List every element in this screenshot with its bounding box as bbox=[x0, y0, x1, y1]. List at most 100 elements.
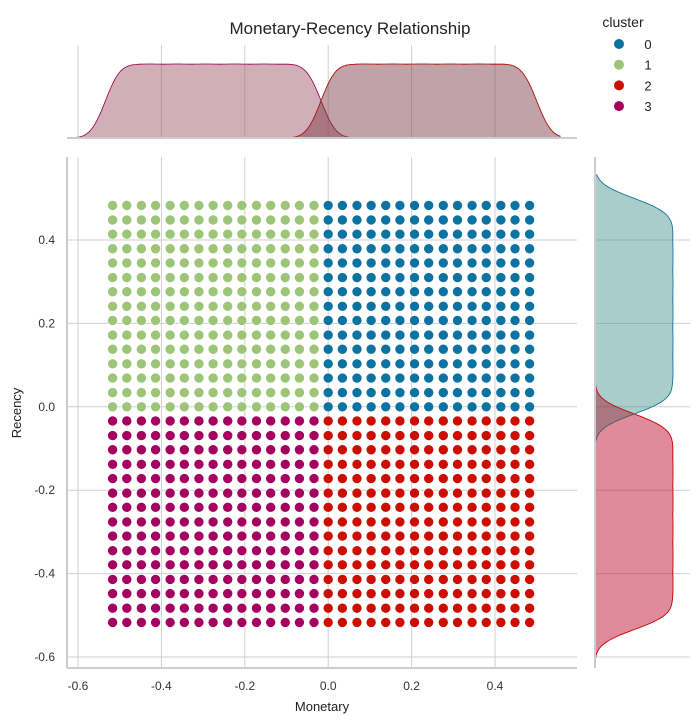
data-point-cluster-2 bbox=[437, 602, 449, 614]
data-point-cluster-3 bbox=[294, 415, 305, 427]
data-point-cluster-1 bbox=[150, 372, 161, 384]
data-point-cluster-3 bbox=[236, 530, 248, 542]
data-point-cluster-2 bbox=[337, 487, 348, 499]
data-point-cluster-3 bbox=[294, 559, 305, 571]
data-point-cluster-3 bbox=[279, 487, 291, 499]
data-point-cluster-0 bbox=[466, 358, 478, 370]
data-point-cluster-0 bbox=[351, 315, 363, 326]
data-point-cluster-3 bbox=[279, 530, 291, 542]
data-point-cluster-1 bbox=[107, 343, 118, 355]
data-point-cluster-1 bbox=[294, 200, 305, 211]
data-point-cluster-1 bbox=[222, 372, 234, 384]
data-point-cluster-2 bbox=[409, 415, 420, 427]
data-point-cluster-3 bbox=[279, 559, 291, 571]
data-point-cluster-2 bbox=[423, 444, 434, 456]
data-point-cluster-2 bbox=[452, 415, 463, 427]
data-point-cluster-3 bbox=[222, 530, 234, 542]
data-point-cluster-3 bbox=[207, 473, 219, 484]
data-point-cluster-3 bbox=[265, 516, 276, 528]
data-point-cluster-0 bbox=[495, 228, 507, 240]
data-point-cluster-1 bbox=[164, 372, 176, 384]
data-point-cluster-1 bbox=[193, 272, 205, 283]
data-point-cluster-1 bbox=[308, 401, 320, 413]
data-point-cluster-1 bbox=[251, 214, 262, 226]
data-point-cluster-1 bbox=[193, 387, 205, 398]
data-point-cluster-1 bbox=[150, 228, 161, 240]
data-point-cluster-2 bbox=[337, 516, 348, 528]
data-point-cluster-2 bbox=[380, 516, 392, 528]
data-point-cluster-2 bbox=[495, 473, 507, 484]
data-point-cluster-0 bbox=[322, 315, 334, 326]
data-point-cluster-2 bbox=[509, 617, 521, 628]
data-point-cluster-1 bbox=[207, 358, 219, 370]
data-point-cluster-1 bbox=[164, 401, 176, 413]
data-point-cluster-3 bbox=[150, 516, 161, 528]
y-tick-label: 0.4 bbox=[38, 233, 55, 247]
data-point-cluster-1 bbox=[121, 401, 133, 413]
data-point-cluster-2 bbox=[509, 588, 521, 599]
data-point-cluster-2 bbox=[337, 574, 348, 585]
data-point-cluster-3 bbox=[294, 574, 305, 585]
data-point-cluster-2 bbox=[394, 487, 406, 499]
data-point-cluster-0 bbox=[409, 272, 420, 283]
data-point-cluster-1 bbox=[236, 257, 248, 269]
data-point-cluster-1 bbox=[251, 372, 262, 384]
data-point-cluster-0 bbox=[495, 257, 507, 269]
data-point-cluster-1 bbox=[107, 401, 118, 413]
data-point-cluster-3 bbox=[308, 559, 320, 571]
legend-marker-3 bbox=[614, 101, 624, 112]
data-point-cluster-0 bbox=[365, 200, 377, 211]
data-point-cluster-0 bbox=[351, 401, 363, 413]
data-point-cluster-1 bbox=[164, 214, 176, 226]
data-point-cluster-1 bbox=[222, 315, 234, 326]
data-point-cluster-1 bbox=[236, 401, 248, 413]
data-point-cluster-0 bbox=[466, 372, 478, 384]
data-point-cluster-1 bbox=[207, 257, 219, 269]
data-point-cluster-2 bbox=[409, 617, 420, 628]
data-point-cluster-2 bbox=[480, 559, 492, 571]
data-point-cluster-1 bbox=[265, 372, 276, 384]
data-point-cluster-3 bbox=[251, 487, 262, 499]
data-point-cluster-0 bbox=[351, 301, 363, 312]
data-point-cluster-3 bbox=[164, 588, 176, 599]
data-point-cluster-1 bbox=[236, 301, 248, 312]
data-point-cluster-3 bbox=[193, 444, 205, 456]
data-point-cluster-2 bbox=[322, 516, 334, 528]
data-point-cluster-1 bbox=[251, 286, 262, 298]
data-point-cluster-1 bbox=[207, 272, 219, 283]
data-point-cluster-0 bbox=[524, 301, 535, 312]
data-point-cluster-3 bbox=[179, 559, 190, 571]
data-point-cluster-1 bbox=[207, 401, 219, 413]
data-point-cluster-3 bbox=[179, 617, 190, 628]
data-point-cluster-3 bbox=[265, 487, 276, 499]
data-point-cluster-1 bbox=[265, 387, 276, 398]
data-point-cluster-3 bbox=[136, 487, 147, 499]
data-point-cluster-3 bbox=[236, 588, 248, 599]
data-point-cluster-3 bbox=[107, 430, 118, 441]
data-point-cluster-3 bbox=[121, 530, 133, 542]
data-point-cluster-3 bbox=[279, 473, 291, 484]
data-point-cluster-0 bbox=[322, 272, 334, 283]
data-point-cluster-3 bbox=[222, 574, 234, 585]
data-point-cluster-3 bbox=[193, 459, 205, 470]
data-point-cluster-3 bbox=[150, 473, 161, 484]
data-point-cluster-1 bbox=[193, 286, 205, 298]
data-point-cluster-1 bbox=[236, 387, 248, 398]
data-point-cluster-1 bbox=[150, 257, 161, 269]
data-point-cluster-3 bbox=[179, 487, 190, 499]
data-point-cluster-3 bbox=[107, 501, 118, 513]
data-point-cluster-3 bbox=[150, 530, 161, 542]
data-point-cluster-0 bbox=[409, 243, 420, 255]
data-point-cluster-3 bbox=[265, 545, 276, 556]
data-point-cluster-2 bbox=[524, 545, 535, 556]
data-point-cluster-2 bbox=[437, 473, 449, 484]
data-point-cluster-3 bbox=[294, 444, 305, 456]
data-point-cluster-1 bbox=[222, 214, 234, 226]
data-point-cluster-2 bbox=[380, 415, 392, 427]
data-point-cluster-3 bbox=[136, 530, 147, 542]
data-point-cluster-1 bbox=[236, 315, 248, 326]
data-point-cluster-1 bbox=[236, 329, 248, 341]
data-point-cluster-3 bbox=[164, 473, 176, 484]
data-point-cluster-3 bbox=[164, 516, 176, 528]
data-point-cluster-3 bbox=[179, 602, 190, 614]
